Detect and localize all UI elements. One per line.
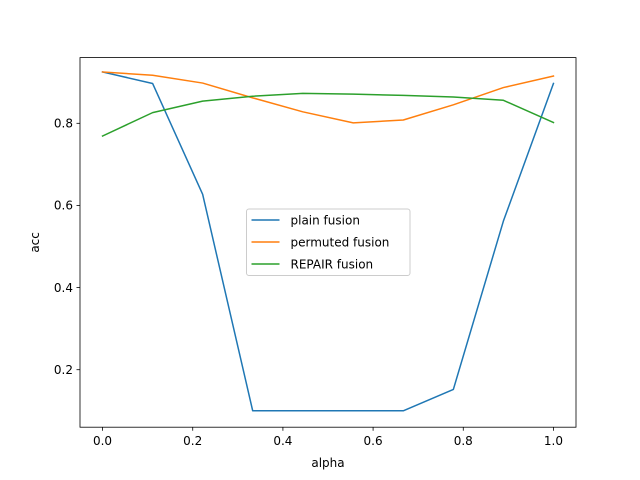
- x-tick-label: 0.6: [364, 434, 383, 448]
- x-axis-label: alpha: [311, 456, 344, 470]
- x-tick-label: 0.8: [454, 434, 473, 448]
- x-ticks: 0.0 0.2 0.4 0.6 0.8 1.0: [93, 427, 563, 448]
- plot-frame: [79, 57, 577, 428]
- series-line-0: [101, 71, 555, 412]
- legend-label-0: plain fusion: [291, 213, 360, 227]
- x-tick-label: 0.0: [93, 434, 112, 448]
- y-axis-label: acc: [28, 232, 42, 253]
- y-ticks: 0.2 0.4 0.6 0.8: [54, 117, 80, 377]
- series-line-2: [101, 92, 555, 138]
- series-layer: [101, 71, 555, 412]
- series-line-1: [101, 71, 555, 124]
- legend: plain fusion permuted fusion REPAIR fusion: [246, 208, 411, 276]
- x-tick-label: 0.4: [273, 434, 292, 448]
- legend-box: [246, 208, 411, 276]
- y-tick-label: 0.6: [54, 199, 73, 213]
- y-tick-label: 0.8: [54, 117, 73, 131]
- legend-label-1: permuted fusion: [291, 235, 390, 249]
- x-tick-label: 0.2: [183, 434, 202, 448]
- x-tick-label: 1.0: [544, 434, 563, 448]
- legend-label-2: REPAIR fusion: [291, 257, 374, 271]
- y-tick-label: 0.4: [54, 281, 73, 295]
- y-tick-label: 0.2: [54, 363, 73, 377]
